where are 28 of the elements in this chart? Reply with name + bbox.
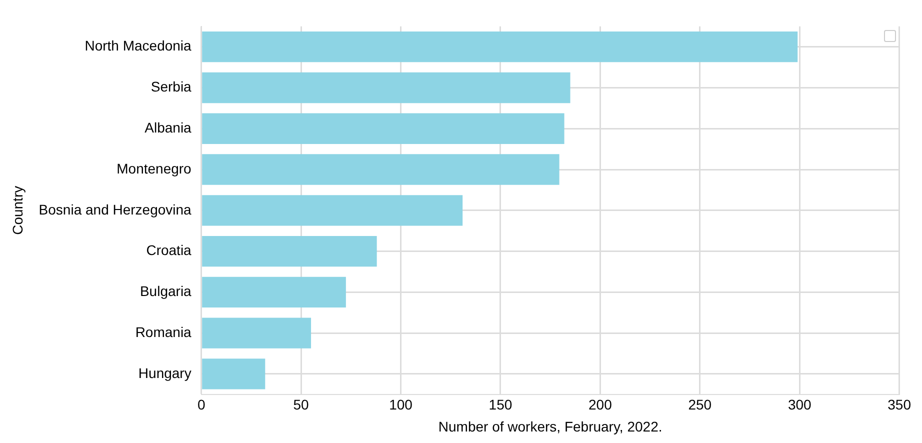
y-tick-label: Montenegro: [116, 160, 192, 176]
y-tick-label: Albania: [144, 119, 192, 136]
y-tick-label: Bulgaria: [140, 283, 192, 300]
bar: [202, 154, 560, 185]
x-tick-label: 350: [888, 396, 912, 413]
y-tick-label: Hungary: [138, 364, 192, 381]
x-tick-label: 200: [588, 396, 612, 413]
y-tick-label: North Macedonia: [84, 38, 192, 54]
x-tick-label: 0: [197, 396, 206, 413]
bar: [202, 113, 564, 144]
x-tick-label: 150: [488, 396, 512, 413]
bar: [202, 32, 798, 62]
y-tick-label: Serbia: [150, 78, 192, 95]
y-tick-label: Croatia: [146, 242, 192, 258]
bar: [202, 318, 312, 348]
x-tick-label: 250: [688, 396, 712, 413]
x-tick-label: 50: [293, 396, 310, 413]
bar: [202, 358, 266, 390]
bar: [202, 72, 570, 104]
x-axis-title: Number of workers, February, 2022.: [438, 418, 662, 434]
y-axis-title: Country: [9, 186, 26, 235]
x-tick-label: 300: [788, 396, 812, 413]
x-tick-label: 100: [389, 396, 413, 413]
y-tick-label: Romania: [135, 324, 192, 340]
bar: [202, 276, 346, 308]
bar: [202, 236, 377, 267]
y-tick-label: Bosnia and Herzegovina: [38, 201, 192, 218]
bar: [202, 195, 463, 226]
